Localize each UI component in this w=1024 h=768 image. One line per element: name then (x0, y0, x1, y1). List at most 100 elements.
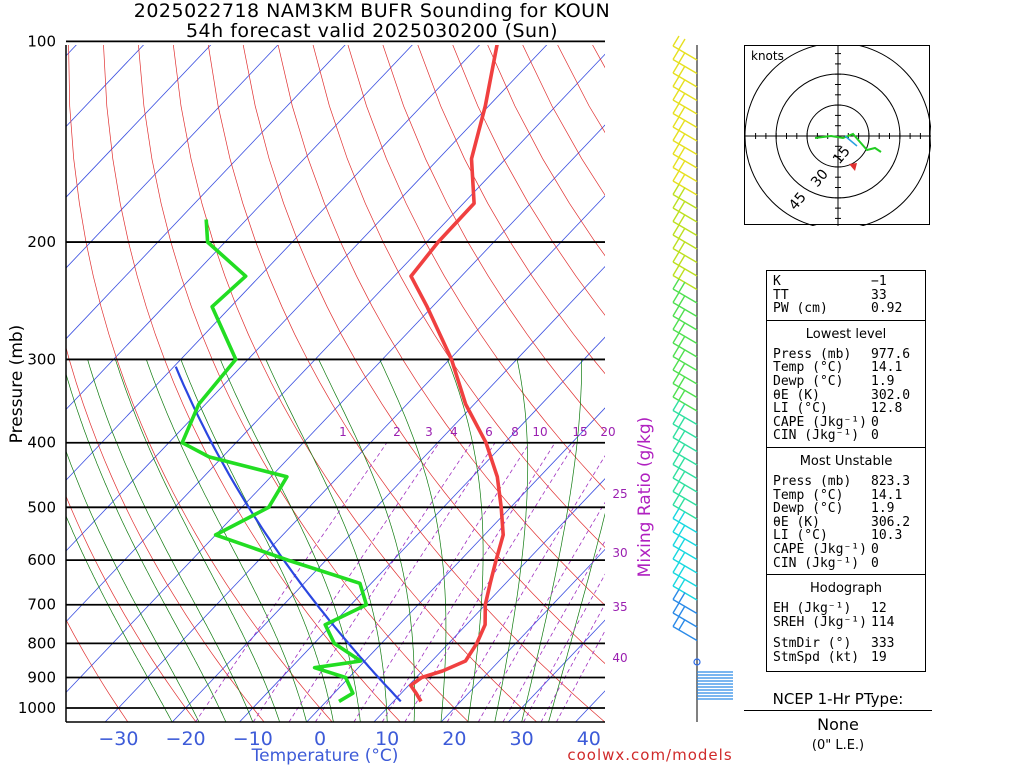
index-row: θE (K) 302.0 (773, 387, 911, 403)
wind-barb-flag (672, 265, 680, 276)
wind-barb-flag (678, 605, 686, 617)
wind-barb-flag (678, 592, 686, 603)
pressure-tick-label: 700 (27, 596, 56, 614)
wind-barb-flag (672, 494, 680, 506)
mixing-ratio-line (252, 442, 440, 722)
wind-barb-flag (672, 589, 680, 600)
moist-adiabat (66, 372, 227, 722)
wind-barb-flag (678, 146, 686, 158)
mixing-ratio-label: 15 (572, 425, 587, 439)
wind-barb-flag (678, 524, 686, 536)
wind-barb-flag (678, 538, 686, 549)
index-row: Temp (°C) 14.1 (773, 487, 903, 503)
wind-barb-flag (678, 214, 686, 225)
wind-barb-flag (672, 454, 680, 465)
wind-barb-flag (672, 508, 680, 519)
wind-barb-flag (678, 578, 686, 590)
dry-adiabat (138, 45, 469, 722)
index-row: StmSpd (kt) 19 (773, 649, 887, 665)
wind-barb-flag (678, 619, 686, 630)
moist-adiabat (87, 359, 254, 722)
mixing-ratio-label: 25 (612, 487, 627, 501)
wind-barb-flag (672, 170, 680, 182)
wind-barb-flag (672, 49, 680, 60)
wind-barb-flag (672, 548, 680, 560)
pressure-tick-label: 100 (27, 32, 56, 50)
credit-link[interactable]: coolwx.com/models (567, 746, 732, 764)
pressure-tick-label: 900 (27, 668, 56, 686)
x-axis-title: Temperature (°C) (251, 746, 399, 766)
index-row: CAPE (Jkg⁻¹) 0 (773, 414, 879, 430)
index-row: Press (mb) 823.3 (773, 473, 911, 489)
index-row: CIN (Jkg⁻¹) 0 (773, 555, 879, 571)
isotherm (66, 45, 279, 269)
wind-barb-flag (672, 278, 680, 290)
wind-barb-flag (672, 76, 680, 87)
lowest-level-section: Lowest level Press (mb) 977.6 Temp (°C) 14… (767, 321, 925, 448)
temperature-tick-label: 20 (442, 728, 466, 750)
chart-grid (66, 45, 605, 722)
index-row: CIN (Jkg⁻¹) 0 (773, 428, 879, 444)
wind-barb-flag (672, 562, 680, 573)
temperature-tick-label: 10 (375, 728, 399, 750)
wind-barb-flag (672, 427, 680, 438)
wind-barb (672, 625, 698, 642)
dry-adiabat (66, 495, 197, 722)
temperature-tick-label: −20 (166, 728, 206, 750)
wind-barb-flag (678, 65, 686, 77)
index-row: LI (°C) 12.8 (773, 401, 903, 417)
pressure-tick-label: 400 (27, 434, 56, 452)
pressure-grid (65, 40, 605, 723)
moist-adiabat (115, 359, 281, 722)
pressure-tick-label: 1000 (18, 699, 56, 717)
index-row: Temp (°C) 14.1 (773, 360, 903, 376)
pressure-tick-label: 500 (27, 498, 56, 516)
dry-adiabat (66, 619, 129, 722)
chart-title-line1: 2025022718 NAM3KM BUFR Sounding for KOUN (134, 0, 611, 22)
wind-barb-flag (672, 224, 680, 236)
mixing-ratio-label: 20 (600, 425, 615, 439)
wind-barb-flag (678, 38, 686, 50)
wind-barb-flag (678, 470, 686, 482)
y-axis-title: Pressure (mb) (7, 325, 27, 444)
temperature-trace (408, 45, 506, 703)
wind-barb-flag (672, 319, 680, 330)
wind-barb-flag (678, 241, 686, 252)
dry-adiabat (452, 45, 605, 316)
wind-barb-flag (678, 389, 686, 401)
ptype-panel: NCEP 1-Hr PType: None (0" L.E.) (744, 690, 932, 753)
wind-barb-flag (672, 130, 680, 141)
wind-barb-flag (678, 457, 686, 468)
hodo-ring-label: 30 (808, 166, 832, 190)
mixing-ratio-line (404, 442, 576, 722)
isotherm (440, 548, 605, 722)
moist-adiabat (548, 512, 605, 722)
index-row: θE (K) 306.2 (773, 514, 911, 530)
mixing-ratio-label: 3 (425, 425, 433, 439)
mixing-ratio-line (555, 630, 605, 722)
isotherm (66, 45, 346, 340)
wind-barb-flag (672, 103, 680, 114)
wind-barb-flag (672, 211, 680, 222)
isotherm (373, 478, 605, 722)
mixing-ratio-label: 8 (511, 425, 519, 439)
dry-adiabat (242, 45, 605, 664)
moist-adiabat (494, 359, 529, 722)
wind-barb-flag (672, 616, 680, 627)
pressure-tick-label: 800 (27, 634, 56, 652)
wind-barb-flag (678, 565, 686, 576)
temperature-tick-label: 0 (314, 728, 326, 750)
wind-barb-flag (672, 481, 680, 492)
index-row: Press (mb) 977.6 (773, 346, 911, 362)
dry-adiabat (103, 45, 401, 722)
wind-barb-flag (678, 308, 686, 320)
wind-barb-flag (678, 430, 686, 441)
isotherm (66, 45, 413, 411)
dry-adiabat (68, 45, 333, 722)
section-title: Hodograph (810, 581, 882, 597)
mixing-ratio-label: 6 (485, 425, 493, 439)
moist-adiabat (379, 359, 447, 722)
pressure-tick-label: 300 (27, 350, 56, 368)
isotherm (66, 45, 548, 552)
